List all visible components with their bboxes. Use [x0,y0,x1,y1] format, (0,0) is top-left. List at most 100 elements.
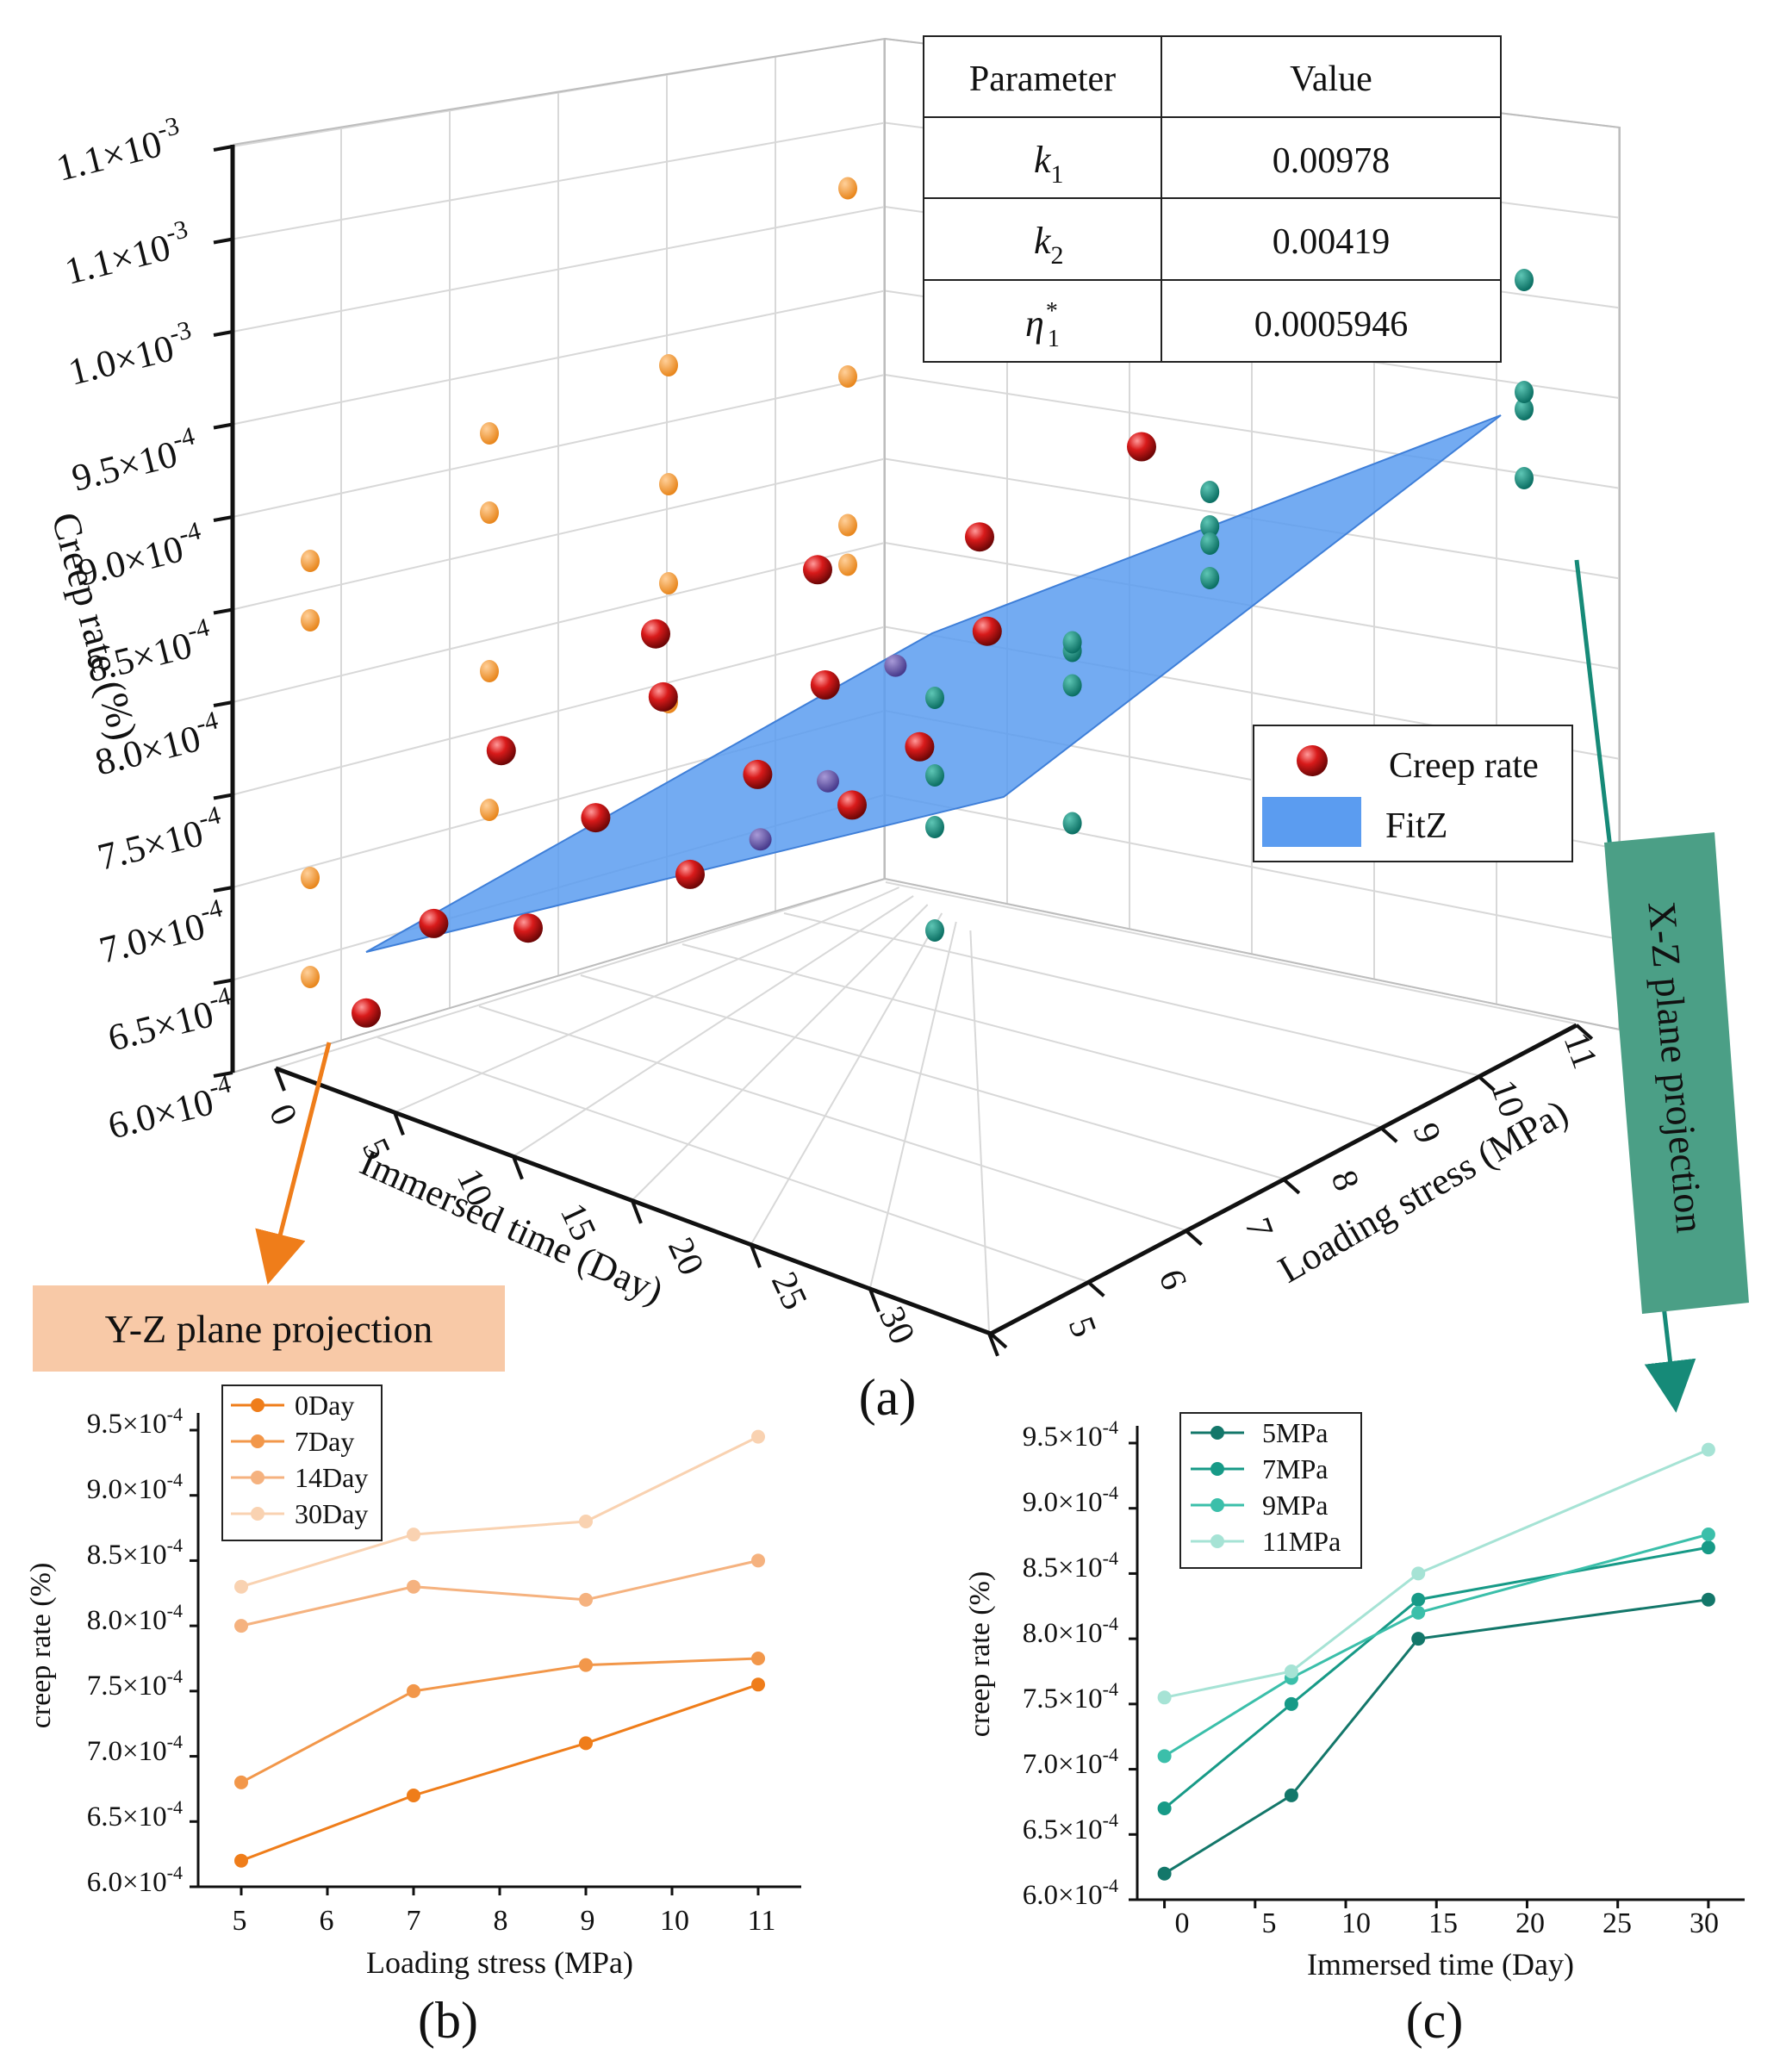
series-point-30Day [751,1429,765,1444]
z-tick [213,607,233,615]
series-point-7MPa [1411,1592,1426,1607]
yz-projection-point [659,572,678,594]
xz-projection-point [1200,481,1220,503]
series-point-14Day [234,1619,248,1633]
xz-projection-point [1062,674,1082,697]
panel-b-label: (b) [418,1992,478,2049]
xz-projection-point [925,816,944,838]
chart-3d: 1.1×10-3 1.1×10-3 1.0×10-3 9.5×10-4 9.0×… [43,35,1621,1426]
z-tick-label: 1.0×10-3 [63,315,199,393]
chart-c-x-title: Immersed time (Day) [1307,1947,1574,1982]
y-tick-label: 9.0×10-4 [1023,1482,1118,1518]
legend-label-7day: 7Day [295,1426,354,1457]
3d-tick-marks [213,145,1594,1357]
yz-projection-point [301,966,320,988]
xz-projection-point [925,764,944,787]
series-point-5MPa [1284,1788,1298,1802]
table-param-symbol: η* 1 [1025,298,1060,352]
series-point-14Day [407,1579,420,1594]
y-tick-label: 9.5×10-4 [1023,1416,1118,1453]
series-point-7Day [579,1658,593,1672]
xz-banner: X-Z plane projection [1604,832,1749,1314]
yz-projection-point [480,501,499,524]
x-tick-label: 5 [1262,1907,1277,1939]
legend-creep-rate-marker [1297,745,1328,776]
series-point-7Day [234,1775,248,1789]
y-axis-title: Loading stress (MPa) [1272,1092,1576,1291]
series-point-0Day [579,1736,593,1751]
series-point-30Day [579,1515,593,1528]
floor-gridline [783,912,1478,1076]
floor-gridline [275,878,886,1069]
x-tick-label: 11 [748,1905,776,1937]
y-tick-label: 9.0×10-4 [87,1469,183,1505]
series-point-11MPa [1157,1690,1172,1705]
y-tick-label: 7.0×10-4 [87,1731,183,1767]
x-tick [512,1155,524,1180]
z-tick [213,515,233,522]
creep-rate-point [837,790,867,820]
creep-rate-point [486,736,516,766]
yz-projection-point [659,354,678,376]
surface-projection-point [884,654,907,677]
series-point-9MPa [1157,1749,1172,1764]
yz-banner-background [33,1285,505,1372]
x-tick-label: 15 [1428,1907,1458,1939]
y-tick-label: 8.5×10-4 [87,1534,183,1571]
floor-gridline [885,881,1576,1024]
x-tick-label: 0 [261,1098,305,1131]
z-tick [213,978,233,986]
y-tick-label: 8 [1323,1166,1366,1196]
x-tick-label: 10 [1341,1907,1371,1939]
floor-gridline [750,912,943,1245]
x-tick-label: 25 [1602,1907,1632,1939]
series-line-7MPa [1163,1546,1709,1810]
legend-marker-7MPa [1210,1462,1224,1476]
chart-b-y-title: creep rate (%) [25,1563,57,1729]
table-param-symbol: k2 [1034,220,1064,270]
creep-rate-point [352,998,381,1028]
creep-rate-point [1127,432,1156,462]
chart-c-x-tick-labels: 0 5 10 15 20 25 30 [1175,1907,1720,1939]
legend-label-30day: 30Day [295,1498,368,1529]
z-tick [213,793,233,800]
z-tick [213,145,233,152]
creep-rate-point [419,908,449,938]
y-tick-label: 5 [1061,1312,1104,1342]
chart-b-legend: 0Day 7Day 14Day 30Day [221,1384,383,1541]
y-tick-label: 6.0×10-4 [1023,1875,1118,1911]
x-tick [987,1333,999,1357]
xz-projection-point [1062,631,1082,654]
series-point-7MPa [1284,1696,1298,1711]
xz-projection-point [1515,398,1534,420]
y-tick [1185,1229,1203,1247]
series-line-5MPa [1163,1598,1709,1875]
series-point-14Day [579,1592,593,1607]
series-point-7MPa [1701,1540,1715,1555]
chart-b-axes [190,1413,801,1895]
yz-banner: Y-Z plane projection [33,1285,505,1372]
floor-gridline [869,921,957,1289]
y-tick [1379,1126,1398,1143]
surface-projection-point [817,769,839,793]
xz-projection-points [925,269,1534,942]
series-point-11MPa [1701,1442,1715,1457]
x-tick-label: 6 [320,1905,334,1937]
yz-projection-point [301,550,320,572]
xz-projection-point [1200,532,1220,555]
chart-b-legend-marks [231,1398,284,1521]
x-tick-label: 10 [660,1905,689,1937]
series-point-0Day [751,1677,765,1692]
panel-c-label: (c) [1406,1992,1464,2049]
y-tick-label: 6.0×10-4 [87,1862,183,1898]
creep-rate-point [648,681,678,712]
chart-c-axes [1129,1426,1745,1908]
y-tick-label: 6 [1151,1265,1194,1295]
yz-projection-point [480,799,499,821]
series-point-11MPa [1411,1566,1426,1581]
series-line-0Day [240,1683,759,1863]
series-point-9MPa [1411,1605,1426,1620]
series-line-14Day [240,1559,759,1627]
xz-projection-point [1515,269,1534,291]
